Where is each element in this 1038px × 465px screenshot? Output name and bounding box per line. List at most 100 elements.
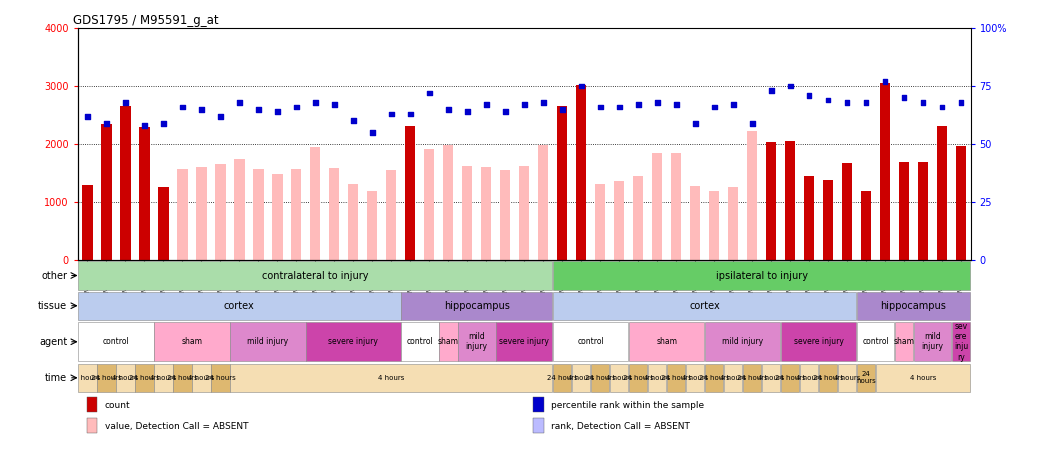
Bar (87, 418, 98, 433)
Point (459, 108, 475, 115)
Bar (705, 322, 781, 361)
Bar (173, 364, 192, 392)
Text: 4 hours: 4 hours (188, 375, 215, 381)
Text: mild injury: mild injury (247, 337, 289, 346)
Bar (306, 322, 401, 361)
Text: hippocampus: hippocampus (444, 301, 510, 311)
Bar (856, 292, 971, 320)
Bar (553, 322, 628, 361)
Bar (553, 292, 856, 320)
Bar (861, 191, 871, 260)
Text: control: control (863, 337, 889, 346)
Bar (633, 176, 644, 260)
Bar (856, 322, 895, 361)
Bar (538, 146, 548, 260)
Bar (800, 364, 818, 392)
Bar (591, 364, 609, 392)
Bar (856, 364, 875, 392)
Bar (101, 124, 111, 260)
Point (402, 110, 418, 118)
Bar (728, 187, 738, 260)
Bar (880, 83, 891, 260)
Point (896, 94, 912, 101)
Bar (78, 364, 97, 392)
Point (79, 113, 95, 120)
Bar (553, 261, 971, 290)
Point (630, 101, 647, 108)
Bar (781, 322, 856, 361)
Bar (424, 149, 435, 260)
Point (516, 101, 532, 108)
Point (573, 82, 590, 90)
Bar (766, 142, 776, 260)
Text: 4 hours: 4 hours (74, 375, 101, 381)
Text: control: control (406, 337, 433, 346)
Text: 4 hours: 4 hours (682, 375, 708, 381)
Point (497, 108, 514, 115)
Text: 24 hours: 24 hours (661, 375, 691, 381)
Bar (135, 364, 154, 392)
Bar (823, 180, 834, 260)
Bar (595, 184, 605, 260)
Bar (87, 397, 98, 412)
Text: mild
injury: mild injury (922, 332, 944, 352)
Bar (913, 322, 952, 361)
Bar (211, 364, 229, 392)
Bar (956, 146, 966, 260)
Text: value, Detection Call = ABSENT: value, Detection Call = ABSENT (105, 422, 248, 431)
Text: hippocampus: hippocampus (880, 301, 947, 311)
Bar (158, 186, 168, 260)
Text: mild
injury: mild injury (466, 332, 488, 352)
Point (98, 120, 114, 127)
Point (914, 99, 931, 106)
Text: control: control (103, 337, 129, 346)
Bar (648, 364, 666, 392)
Bar (192, 364, 211, 392)
Text: severe injury: severe injury (794, 337, 844, 346)
Bar (762, 364, 781, 392)
Point (535, 99, 551, 106)
Point (364, 129, 381, 136)
Bar (272, 174, 282, 260)
Point (174, 103, 191, 111)
Bar (803, 176, 814, 260)
Bar (310, 147, 321, 260)
Text: 24 hours: 24 hours (774, 375, 805, 381)
Text: 24 hours: 24 hours (167, 375, 197, 381)
Point (782, 82, 798, 90)
Bar (652, 153, 662, 260)
Point (269, 108, 285, 115)
Text: agent: agent (38, 337, 67, 347)
Bar (876, 364, 971, 392)
Point (554, 106, 571, 113)
Bar (690, 186, 701, 260)
Bar (899, 162, 909, 260)
Bar (291, 169, 301, 260)
Text: 4 hours: 4 hours (834, 375, 861, 381)
Point (212, 113, 228, 120)
Text: percentile rank within the sample: percentile rank within the sample (551, 401, 704, 410)
Bar (952, 322, 971, 361)
Bar (348, 184, 358, 260)
Text: sev
ere
inju
ry: sev ere inju ry (954, 322, 968, 362)
Bar (215, 165, 225, 260)
Bar (557, 106, 568, 260)
Text: 24 hours: 24 hours (547, 375, 577, 381)
Point (857, 99, 874, 106)
Text: sham: sham (438, 337, 459, 346)
Bar (462, 166, 472, 260)
Bar (177, 169, 188, 260)
Bar (439, 322, 458, 361)
Bar (329, 168, 339, 260)
Bar (253, 169, 264, 260)
Bar (496, 322, 552, 361)
Text: 4 hours: 4 hours (606, 375, 632, 381)
Bar (196, 167, 207, 260)
Bar (154, 364, 172, 392)
Point (440, 106, 457, 113)
Text: 4 hours: 4 hours (644, 375, 671, 381)
Text: cortex: cortex (224, 301, 254, 311)
Text: other: other (42, 271, 67, 280)
Text: contralateral to injury: contralateral to injury (262, 271, 368, 280)
Text: 4 hours: 4 hours (910, 375, 936, 381)
